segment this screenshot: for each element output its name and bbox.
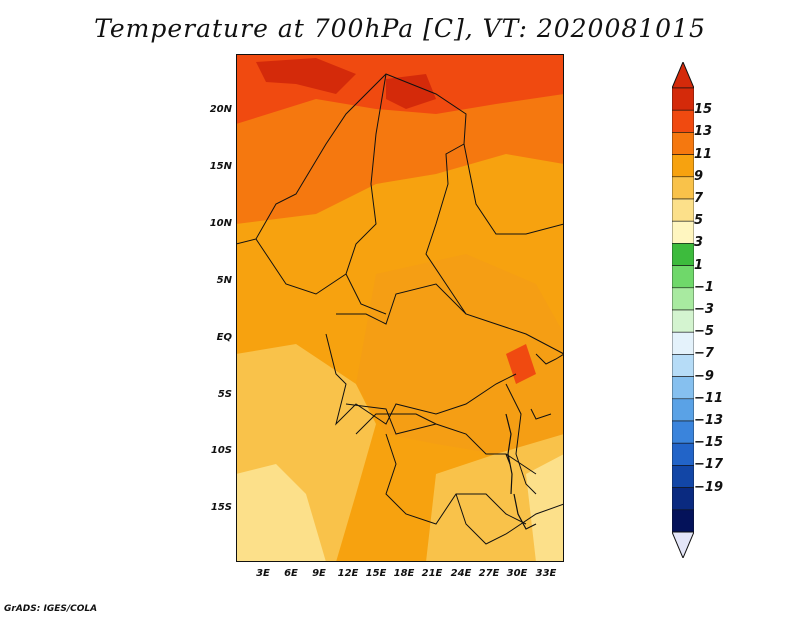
colorbar-over-triangle — [672, 62, 694, 89]
colorbar-label: 1 — [694, 257, 704, 273]
colorbar-box — [672, 154, 694, 178]
colorbar-box — [672, 176, 694, 200]
lon-tick-6e: 6E — [284, 568, 298, 579]
chart-title: Temperature at 700hPa [C], VT: 202008101… — [94, 14, 706, 43]
lon-tick-12e: 12E — [337, 568, 359, 579]
lon-tick-21e: 21E — [421, 568, 443, 579]
colorbar-label: 13 — [694, 124, 713, 140]
lat-tick-15s: 15S — [210, 502, 232, 513]
grads-credit: GrADS: IGES/COLA — [4, 604, 98, 614]
lon-tick-9e: 9E — [312, 568, 326, 579]
colorbar-label: 5 — [694, 213, 704, 229]
colorbar-box — [672, 442, 694, 466]
colorbar-box — [672, 243, 694, 266]
temp-region-13-15 — [506, 344, 536, 384]
colorbar-box — [672, 132, 694, 155]
colorbar-label: −1 — [694, 279, 714, 295]
colorbar-box — [672, 354, 694, 377]
colorbar-box — [672, 376, 694, 400]
lat-tick-15n: 15N — [209, 161, 232, 172]
colorbar-label: 7 — [694, 191, 704, 206]
colorbar-label: −17 — [694, 457, 723, 473]
lat-tick-10n: 10N — [209, 218, 232, 229]
colorbar-label: −3 — [694, 302, 714, 317]
colorbar-label: −19 — [694, 479, 723, 495]
colorbar-box — [672, 220, 694, 244]
colorbar-box — [672, 465, 694, 488]
map-panel — [236, 54, 564, 562]
colorbar-box — [672, 487, 694, 511]
lat-tick-20n: 20N — [209, 104, 232, 115]
temp-region-7-9 — [426, 434, 564, 562]
temp-region-5-7 — [236, 464, 326, 562]
lakes — [505, 413, 537, 530]
colorbar-label: −9 — [694, 368, 714, 384]
colorbar-label: −13 — [694, 413, 723, 428]
colorbar-box — [672, 287, 694, 311]
lat-tick-eq: EQ — [216, 332, 232, 343]
colorbar-label: −7 — [694, 346, 714, 362]
temp-region-9-11 — [356, 254, 564, 454]
colorbar-label: −15 — [694, 435, 723, 451]
colorbar-box — [672, 309, 694, 333]
lon-tick-30e: 30E — [506, 568, 528, 579]
country-borders — [236, 73, 564, 545]
lat-tick-5s: 5S — [217, 389, 232, 400]
colorbar-box — [672, 198, 694, 222]
colorbar-under-triangle — [672, 531, 694, 558]
colorbar-label: 15 — [694, 102, 713, 118]
colorbar-label: 3 — [694, 235, 704, 251]
colorbar-label: 11 — [694, 146, 713, 162]
colorbar-box — [672, 87, 694, 111]
lat-tick-5n: 5N — [216, 275, 232, 286]
lon-tick-24e: 24E — [450, 568, 472, 579]
temp-region-over-15 — [256, 58, 356, 94]
colorbar-label: 9 — [694, 168, 704, 184]
lat-tick-10s: 10S — [210, 445, 232, 456]
map-frame — [236, 54, 564, 562]
colorbar-box — [672, 265, 694, 289]
colorbar — [672, 62, 694, 558]
lon-tick-27e: 27E — [478, 568, 500, 579]
colorbar-box — [672, 420, 694, 444]
lon-tick-3e: 3E — [256, 568, 270, 579]
colorbar-label: −5 — [694, 324, 714, 340]
temp-region-5-7 — [526, 454, 564, 562]
lon-tick-15e: 15E — [365, 568, 387, 579]
colorbar-box — [672, 398, 694, 422]
lon-tick-18e: 18E — [393, 568, 415, 579]
colorbar-box — [672, 509, 694, 533]
lon-tick-33e: 33E — [535, 568, 557, 579]
colorbar-box — [672, 331, 694, 355]
colorbar-label: −11 — [694, 390, 723, 406]
temp-region-over-15 — [386, 74, 436, 109]
colorbar-box — [672, 109, 694, 133]
